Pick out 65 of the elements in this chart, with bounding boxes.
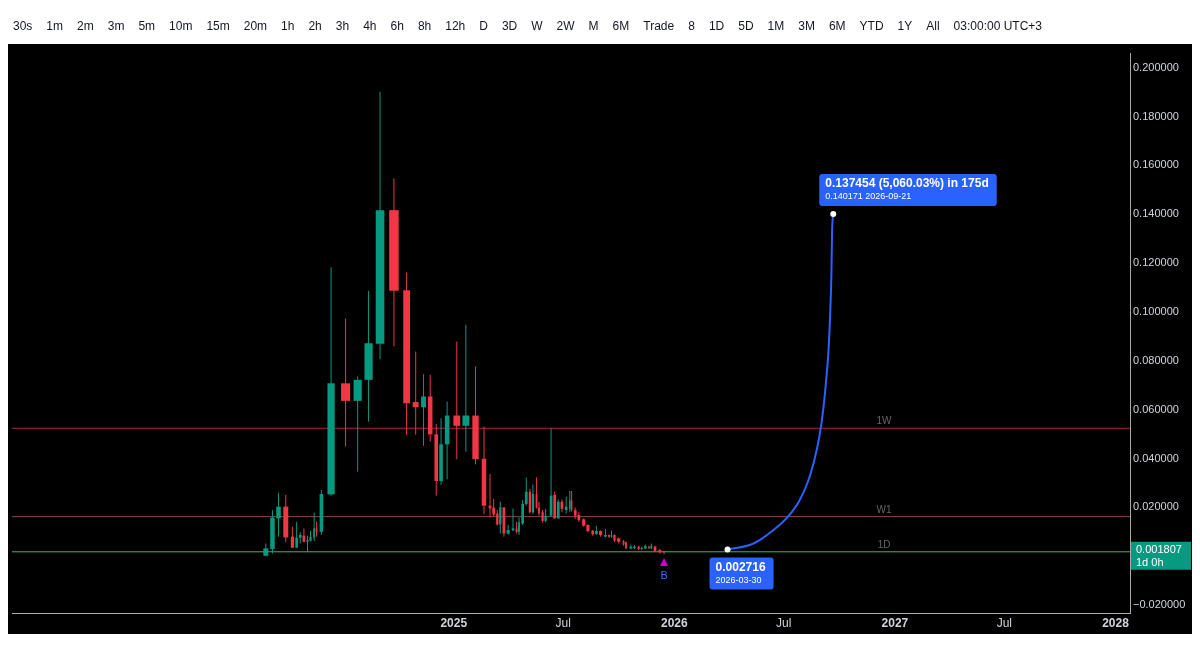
text: 5D bbox=[737, 18, 755, 35]
candlestick bbox=[577, 511, 581, 523]
text: 2W bbox=[555, 18, 576, 35]
text: 10m bbox=[168, 18, 194, 35]
text: 4h bbox=[362, 18, 378, 35]
y-tick-label: 0.180000 bbox=[1133, 109, 1179, 122]
x-tick-label: Jul bbox=[555, 616, 571, 631]
candlestick bbox=[524, 477, 528, 507]
text: 5m bbox=[137, 18, 157, 35]
y-tick-label: 0.060000 bbox=[1133, 402, 1179, 415]
x-tick-label: 2028 bbox=[1102, 616, 1130, 631]
ref-line-label: 1W bbox=[876, 415, 893, 427]
text: 1Y bbox=[896, 18, 914, 35]
candlestick bbox=[295, 521, 298, 549]
x-tick-label: Jul bbox=[996, 616, 1012, 631]
text: 3D bbox=[500, 18, 519, 35]
text: All bbox=[925, 18, 941, 35]
text: 30s bbox=[12, 18, 34, 35]
text: 03:00:00 UTC+3 bbox=[952, 18, 1043, 35]
text: 6M bbox=[827, 18, 847, 35]
candlestick bbox=[421, 373, 427, 447]
ref-line-label: W1 bbox=[876, 503, 892, 515]
candlestick bbox=[556, 499, 560, 520]
annotation: 0.002716 2026-03-30 bbox=[715, 559, 766, 586]
text: 6h bbox=[389, 18, 405, 35]
candlestick bbox=[276, 492, 281, 538]
ref-line-label: 1D bbox=[877, 538, 891, 550]
y-tick-label: 0.020000 bbox=[1133, 500, 1179, 513]
text: YTD bbox=[858, 18, 885, 35]
text: Trade bbox=[642, 18, 676, 35]
x-tick-label: 2027 bbox=[881, 616, 909, 631]
text: M bbox=[587, 18, 600, 35]
y-tick-label: 0.200000 bbox=[1133, 60, 1179, 73]
text: 3m bbox=[106, 18, 126, 35]
x-tick-label: 2025 bbox=[440, 616, 468, 631]
text: 1m bbox=[45, 18, 65, 35]
annotation: 0.137454 (5,060.03%) in 175d 0.140171 2026-09-21 bbox=[825, 176, 989, 202]
x-tick-label: Jul bbox=[776, 616, 792, 631]
candlestick bbox=[608, 533, 610, 539]
candlestick bbox=[290, 526, 294, 549]
x-tick-label: 2026 bbox=[660, 616, 689, 631]
text: 20m bbox=[242, 18, 269, 35]
text: D bbox=[478, 18, 489, 35]
text: 2m bbox=[76, 18, 95, 35]
annotation: 0.001807 1d 0h bbox=[1136, 542, 1182, 568]
y-tick-label: 0.100000 bbox=[1133, 305, 1179, 318]
text: W bbox=[530, 18, 544, 35]
text: 1h bbox=[280, 18, 296, 35]
y-tick-label: −0.020000 bbox=[1133, 598, 1186, 611]
y-tick-label: 0.140000 bbox=[1133, 207, 1179, 220]
text: 3h bbox=[334, 18, 351, 35]
y-tick-label: 0.120000 bbox=[1133, 256, 1179, 269]
text: 2h bbox=[307, 18, 323, 35]
text: 1M bbox=[766, 18, 786, 35]
text: 6M bbox=[611, 18, 631, 35]
text: 15m bbox=[205, 18, 231, 35]
y-tick-label: 0.040000 bbox=[1133, 451, 1179, 464]
text: 1D bbox=[707, 18, 726, 35]
text: 3M bbox=[797, 18, 816, 35]
text: 8h bbox=[416, 18, 433, 35]
y-tick-label: 0.160000 bbox=[1133, 158, 1179, 171]
y-tick-label: 0.080000 bbox=[1133, 353, 1179, 366]
annotation: B bbox=[660, 568, 668, 581]
text: 8 bbox=[687, 18, 696, 35]
text: 12h bbox=[444, 18, 467, 35]
